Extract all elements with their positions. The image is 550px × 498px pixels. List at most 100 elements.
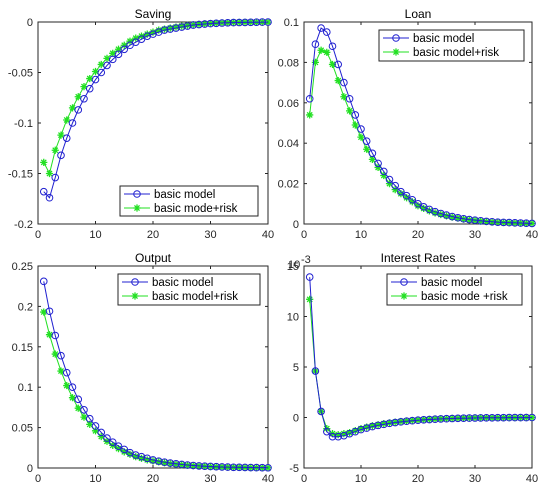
loan-legend-box <box>378 29 525 62</box>
output-legend-box <box>117 273 261 306</box>
interest-rates-point-basic <box>425 415 434 424</box>
loan-point-risk <box>448 213 456 221</box>
loan-point-risk <box>420 204 428 213</box>
interest-rates-ytick-label: 15 <box>287 261 299 273</box>
saving-point-basic <box>160 26 169 34</box>
saving-point-basic <box>62 134 71 142</box>
loan-point-basic <box>402 191 411 200</box>
interest-rates-ytick-label: 5 <box>293 362 299 374</box>
loan-point-basic <box>334 60 343 69</box>
interest-rates-title: Interest Rates <box>381 251 456 265</box>
loan-point-risk <box>391 186 399 194</box>
saving-point-basic <box>229 18 238 27</box>
saving-point-basic <box>183 22 192 30</box>
loan-point-risk <box>403 194 411 202</box>
output-point-basic <box>120 445 129 454</box>
output-point-basic <box>241 463 249 472</box>
interest-rates-point-basic <box>465 414 474 422</box>
output-point-risk <box>51 350 59 358</box>
output-xtick-label: 30 <box>204 473 216 485</box>
saving-ytick-label: -0.1 <box>14 118 33 130</box>
loan-point-basic <box>305 94 314 103</box>
saving-point-basic <box>126 41 134 50</box>
saving-point-risk <box>183 21 192 29</box>
output-point-risk <box>166 460 174 468</box>
interest-rates-legend-marker-basic <box>400 278 408 286</box>
interest-rates-point-basic <box>431 415 439 424</box>
output-ytick-label: 0.2 <box>18 301 33 313</box>
saving-point-basic <box>74 106 83 114</box>
interest-rates-point-risk <box>334 431 342 439</box>
saving-point-basic <box>200 20 209 28</box>
loan-ytick-label: 0.1 <box>284 17 299 29</box>
loan-point-risk <box>311 58 319 66</box>
loan-point-basic <box>408 195 417 204</box>
output-marks: 0 10 20 30 40 0 0.05 0.1 0.15 0.2 0.25 <box>12 261 275 485</box>
saving-point-basic <box>166 25 175 33</box>
loan-point-basic <box>499 218 508 227</box>
saving-ytick-label: -0.15 <box>8 169 33 181</box>
output-point-risk <box>80 413 88 421</box>
interest-rates-point-basic <box>419 416 428 424</box>
saving-xtick-label: 30 <box>204 229 216 241</box>
saving-ytick-label: 0 <box>27 17 33 29</box>
saving-point-basic <box>80 94 88 103</box>
loan-ytick-label: 0.04 <box>278 138 299 150</box>
interest-rates-point-basic <box>408 416 417 425</box>
interest-rates-point-risk <box>346 429 354 437</box>
interest-rates-point-basic <box>442 414 451 423</box>
loan-xtick-label: 20 <box>412 229 424 241</box>
output-point-basic <box>252 463 261 472</box>
interest-rates-legend-label: basic mode +risk <box>421 291 508 303</box>
output-point-risk <box>114 445 123 453</box>
saving-point-risk <box>109 49 117 57</box>
output-xtick-label: 0 <box>35 473 41 485</box>
output-panel: Output 0 10 20 30 40 0 0.05 0.1 0.15 0.2 0.25 basi… <box>12 251 275 485</box>
saving-point-risk <box>97 60 105 69</box>
interest-rates-point-basic <box>362 424 371 432</box>
saving-point-risk <box>178 22 186 30</box>
loan-legend-label: basic model <box>413 33 474 45</box>
loan-point-basic <box>340 78 348 87</box>
loan-point-risk <box>357 133 365 141</box>
loan-point-basic <box>374 159 382 168</box>
saving-point-risk <box>80 83 88 91</box>
saving-point-basic <box>39 187 48 196</box>
interest-rates-point-basic <box>482 414 491 422</box>
interest-rates-point-basic <box>391 418 400 427</box>
saving-point-basic <box>206 19 215 28</box>
interest-rates-point-basic <box>328 432 337 441</box>
output-point-risk <box>57 367 65 375</box>
interest-rates-point-basic <box>516 413 525 422</box>
interest-rates-point-basic <box>380 420 388 429</box>
interest-rates-point-basic <box>305 273 314 281</box>
interest-rates-point-risk <box>374 421 382 429</box>
output-point-basic <box>218 463 226 471</box>
loan-ytick-label: 0 <box>293 219 299 231</box>
output-point-basic <box>91 422 100 430</box>
output-xtick-label: 20 <box>147 473 159 485</box>
output-point-risk <box>160 459 169 467</box>
interest-rates-point-risk <box>363 423 371 431</box>
saving-point-risk <box>74 93 82 101</box>
saving-legend-box <box>119 185 259 217</box>
loan-point-basic <box>471 216 479 224</box>
saving-legend-marker-risk <box>133 204 141 212</box>
interest-rates-xtick-label: 10 <box>355 473 367 485</box>
saving-panel: Saving 0 10 20 30 40 -0.2 -0.15 -0.1 -0.05 0 basi… <box>8 7 274 241</box>
output-point-basic <box>57 351 65 360</box>
interest-rates-legend-marker-risk <box>400 292 408 300</box>
interest-rates-point-basic <box>511 413 519 422</box>
saving-point-basic <box>91 75 100 84</box>
output-point-risk <box>86 420 94 428</box>
saving-point-risk <box>86 74 94 83</box>
saving-point-basic <box>258 18 267 26</box>
saving-point-risk <box>126 37 134 45</box>
saving-point-basic <box>223 19 232 27</box>
output-point-risk <box>132 453 140 461</box>
saving-point-basic <box>195 20 203 29</box>
output-point-basic <box>45 307 54 316</box>
interest-rates-point-basic <box>459 414 468 423</box>
output-xtick-label: 10 <box>89 473 101 485</box>
